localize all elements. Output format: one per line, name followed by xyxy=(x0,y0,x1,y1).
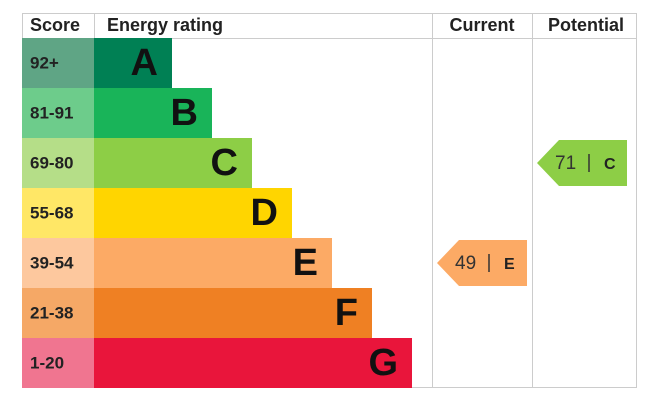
score-label: 39-54 xyxy=(30,253,74,272)
score-label: 1-20 xyxy=(30,353,64,372)
rating-bar xyxy=(94,88,212,138)
potential-value: 71 xyxy=(555,153,576,174)
score-label: 69-80 xyxy=(30,153,73,172)
rating-bar xyxy=(94,338,412,388)
rating-bar xyxy=(94,38,172,88)
score-label: 21-38 xyxy=(30,303,73,322)
rating-letter: C xyxy=(211,142,238,184)
header-potential: Potential xyxy=(548,15,624,35)
rating-bar xyxy=(94,288,372,338)
rating-bar xyxy=(94,238,332,288)
rating-bar xyxy=(94,188,292,238)
rating-letter: B xyxy=(171,92,198,134)
rating-bar xyxy=(94,138,252,188)
rating-letter: A xyxy=(131,42,158,84)
rating-letter: D xyxy=(251,192,278,234)
score-cell xyxy=(22,288,94,338)
current-letter: E xyxy=(504,256,515,273)
header-score: Score xyxy=(30,15,80,35)
score-cell xyxy=(22,238,94,288)
score-label: 55-68 xyxy=(30,203,73,222)
header-current: Current xyxy=(449,15,514,35)
score-cell xyxy=(22,188,94,238)
header-rating: Energy rating xyxy=(107,15,223,35)
current-value: 49 xyxy=(455,253,476,274)
score-cell xyxy=(22,138,94,188)
potential-letter: C xyxy=(604,156,616,173)
score-label: 92+ xyxy=(30,53,59,72)
current-arrow xyxy=(437,240,527,286)
rating-letter: F xyxy=(335,292,358,334)
score-cell xyxy=(22,38,94,88)
score-cell xyxy=(22,338,94,388)
score-label: 81-91 xyxy=(30,103,73,122)
potential-arrow xyxy=(537,140,627,186)
score-cell xyxy=(22,88,94,138)
rating-letter: E xyxy=(293,242,318,284)
rating-letter: G xyxy=(368,342,398,384)
